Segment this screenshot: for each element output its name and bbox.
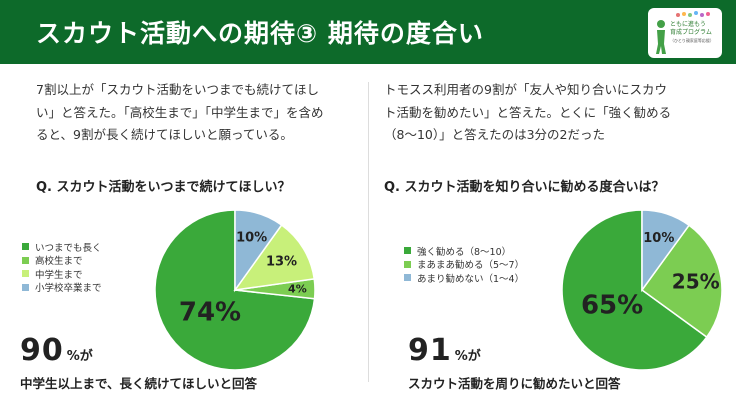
- program-logo: ともに進もう 育成プログラム （ひとり親家庭等応援）: [648, 8, 722, 58]
- child-silhouette-logo-icon: [656, 11, 710, 54]
- pie-label-0-1: 4%: [288, 283, 307, 296]
- logo-text: ともに進もう 育成プログラム （ひとり親家庭等応援）: [670, 21, 714, 43]
- pie-slice-1-0: [561, 209, 708, 371]
- left-question-title: Q. スカウト活動をいつまで続けてほしい？: [36, 180, 291, 195]
- left-summary-unit: %が: [66, 349, 93, 364]
- legend-item-0-3: 小学校卒業まで: [22, 281, 102, 295]
- left-summary-figure: 90 %が: [20, 333, 93, 368]
- legend-item-1-1: まあまあ勧める（5〜7）: [404, 258, 525, 272]
- left-pie-chart: 74% 4% 13% 10%: [154, 209, 316, 371]
- pie-label-1-2: 10%: [643, 231, 674, 246]
- left-summary-caption: 中学生以上まで、長く続けてほしいと回答: [20, 376, 258, 391]
- legend-label: いつまでも長く: [35, 242, 102, 254]
- right-chart-legend: 強く勧める（8〜10） まあまあ勧める（5〜7） あまり勧めない（1〜4）: [404, 244, 524, 285]
- legend-item-0-1: 高校生まで: [22, 254, 102, 268]
- right-description: トモスス利用者の9割が「友人や知り合いにスカウ ト活動を勧めたい」と答えた。とく…: [384, 82, 672, 142]
- pie-label-1-0: 65%: [581, 290, 643, 320]
- right-pie-chart: 65% 25% 10%: [561, 209, 723, 371]
- left-summary-number: 90: [20, 333, 64, 368]
- legend-label: 小学校卒業まで: [35, 283, 102, 295]
- pie-label-1-1: 25%: [672, 269, 720, 293]
- pie-slice-0-2: [233, 223, 316, 291]
- right-summary-unit: %が: [454, 349, 481, 364]
- legend-item-1-2: あまり勧めない（1〜4）: [404, 271, 524, 285]
- column-divider: [368, 82, 369, 382]
- legend-label: 高校生まで: [35, 256, 83, 268]
- right-question-title: Q. スカウト活動を知り合いに勧める度合いは？: [384, 180, 665, 195]
- legend-swatch: [404, 260, 411, 268]
- legend-swatch: [22, 256, 29, 264]
- left-description: 7割以上が「スカウト活動をいつまでも続けてほし い」と答えた。「高校生まで」「中…: [36, 82, 324, 142]
- pie-label-0-2: 13%: [266, 254, 297, 269]
- right-summary-number: 91: [408, 333, 452, 368]
- legend-label: 中学生まで: [35, 269, 83, 281]
- page-title: スカウト活動への期待③ 期待の度合い: [36, 19, 484, 48]
- header-bar: スカウト活動への期待③ 期待の度合い ともに進もう 育成プログラム （ひとり親家…: [0, 0, 736, 64]
- legend-swatch: [404, 274, 411, 282]
- legend-swatch: [22, 283, 29, 291]
- legend-label: あまり勧めない（1〜4）: [417, 273, 525, 285]
- legend-swatch: [404, 247, 411, 255]
- legend-label: 強く勧める（8〜10）: [417, 246, 512, 258]
- legend-item-1-0: 強く勧める（8〜10）: [404, 244, 524, 258]
- pie-slice-0-3: [234, 209, 283, 293]
- legend-item-0-2: 中学生まで: [22, 267, 102, 281]
- right-summary-caption: スカウト活動を周りに勧めたいと回答: [408, 376, 621, 391]
- left-chart-legend: いつまでも長く 高校生まで 中学生まで小学校卒業まで: [22, 240, 102, 294]
- right-summary-figure: 91 %が: [408, 333, 481, 368]
- pie-slice-1-2: [641, 209, 691, 293]
- pie-label-0-3: 10%: [236, 231, 267, 246]
- pie-slice-1-1: [640, 224, 723, 339]
- legend-label: まあまあ勧める（5〜7）: [417, 260, 525, 272]
- legend-swatch: [22, 270, 29, 278]
- legend-swatch: [22, 243, 29, 251]
- pie-label-0-0: 74%: [179, 297, 241, 327]
- legend-item-0-0: いつまでも長く: [22, 240, 102, 254]
